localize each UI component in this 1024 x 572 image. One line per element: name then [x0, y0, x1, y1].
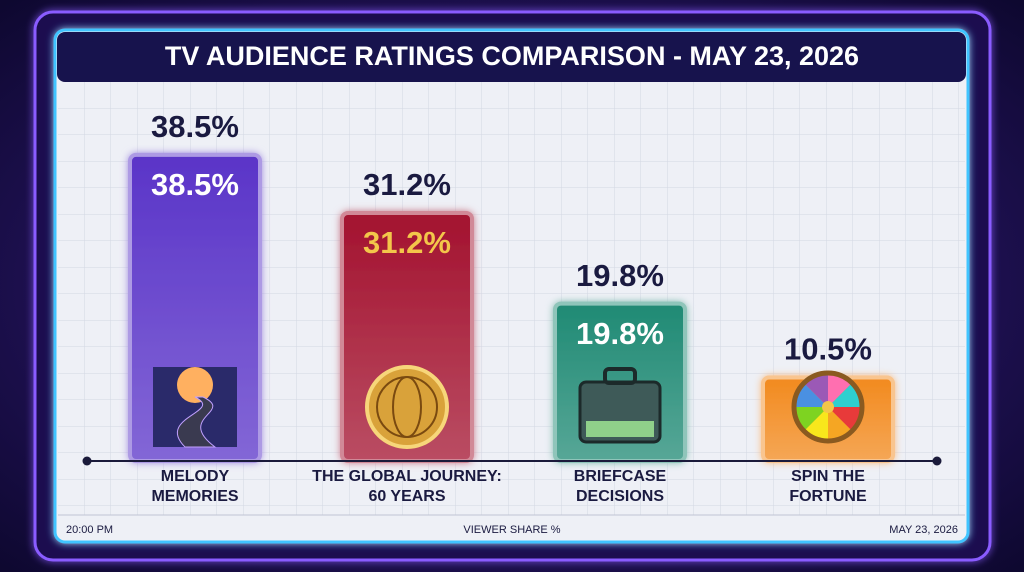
- bar-inner-label: 19.8%: [576, 316, 664, 351]
- x-tick-label: THE GLOBAL JOURNEY: 60 YEARS: [312, 468, 502, 505]
- x-tick-label: SPIN THE FORTUNE: [789, 468, 867, 505]
- icon: [365, 365, 449, 449]
- chart-title: TV AUDIENCE RATINGS COMPARISON - MAY 23,…: [165, 41, 859, 71]
- value-label: 38.5%: [151, 109, 239, 144]
- icon: [828, 407, 851, 439]
- bar-icon: [578, 367, 662, 444]
- icon: [828, 384, 860, 407]
- footer-date: MAY 23, 2026: [889, 524, 958, 536]
- icon: [586, 421, 654, 437]
- bar-icon: [365, 365, 449, 449]
- icon: [828, 407, 860, 430]
- footer-time: 20:00 PM: [66, 524, 113, 536]
- icon: [822, 401, 834, 413]
- bar-icon: [791, 370, 865, 444]
- value-label: 19.8%: [576, 258, 664, 293]
- title-bar: [57, 32, 966, 82]
- bar-icon: [153, 367, 237, 448]
- x-axis-label: VIEWER SHARE %: [463, 524, 560, 536]
- x-tick-label: BRIEFCASE DECISIONS: [573, 468, 667, 505]
- icon: [805, 374, 828, 407]
- icon: [177, 396, 217, 448]
- value-label: 31.2%: [363, 167, 451, 202]
- icon: [603, 367, 637, 385]
- icon: [392, 376, 422, 438]
- icon: [177, 367, 213, 403]
- bar-inner-label: 38.5%: [151, 167, 239, 202]
- value-label: 10.5%: [784, 332, 872, 367]
- bar-inner-label: 31.2%: [363, 225, 451, 260]
- baseline-end: [82, 456, 92, 466]
- icon: [796, 384, 828, 407]
- icon: [828, 375, 851, 407]
- icon: [805, 407, 828, 439]
- icon: [796, 407, 828, 430]
- x-tick-label: MELODY MEMORIES: [151, 468, 239, 505]
- baseline-end: [932, 456, 942, 466]
- icon: [791, 370, 865, 444]
